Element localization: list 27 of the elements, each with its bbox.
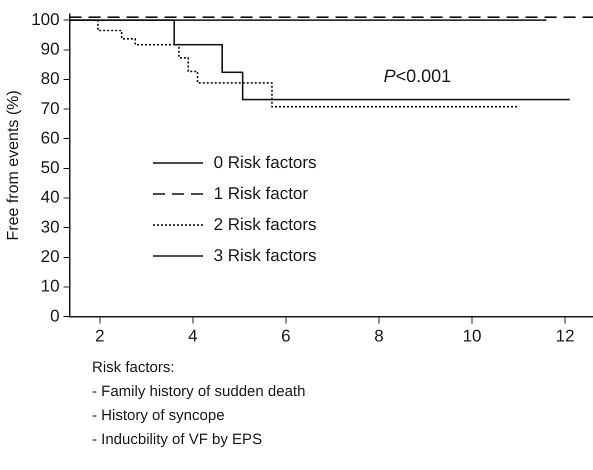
text: Risk factors: <box>92 358 176 378</box>
y-tick-label: 70 <box>40 98 60 118</box>
y-tick-label: 60 <box>40 128 60 148</box>
x-tick-label: 2 <box>95 326 105 346</box>
y-tick-label: 10 <box>40 276 60 296</box>
x-tick-label: 12 <box>556 326 575 346</box>
x-tick-label: 10 <box>462 326 482 346</box>
legend-label: 0 Risk factors <box>214 152 317 173</box>
legend-label: 2 Risk factors <box>214 214 317 235</box>
y-tick-label: 40 <box>40 188 60 207</box>
y-tick-label: 100 <box>31 10 60 29</box>
y-tick-label: 80 <box>40 69 60 88</box>
text: - Inducbility of VF by EPS <box>92 430 264 450</box>
y-tick-label: 90 <box>40 39 60 58</box>
y-tick-label: 50 <box>40 158 60 178</box>
y-tick-label: 0 <box>50 306 60 326</box>
legend-label: 3 Risk factors <box>214 246 317 266</box>
y-tick-label: 20 <box>40 246 60 266</box>
text: - Family history of sudden death <box>92 382 306 402</box>
y-tick-label: 30 <box>40 217 60 236</box>
text: - History of syncope <box>92 406 226 426</box>
x-tick-label: 4 <box>188 326 198 346</box>
y-axis-title: Free from events (%) <box>5 90 22 241</box>
legend-label: 1 Risk factor <box>214 184 308 204</box>
annotation: P<0.001 <box>384 66 452 87</box>
x-tick-label: 6 <box>281 326 291 346</box>
x-tick-label: 8 <box>374 326 384 346</box>
